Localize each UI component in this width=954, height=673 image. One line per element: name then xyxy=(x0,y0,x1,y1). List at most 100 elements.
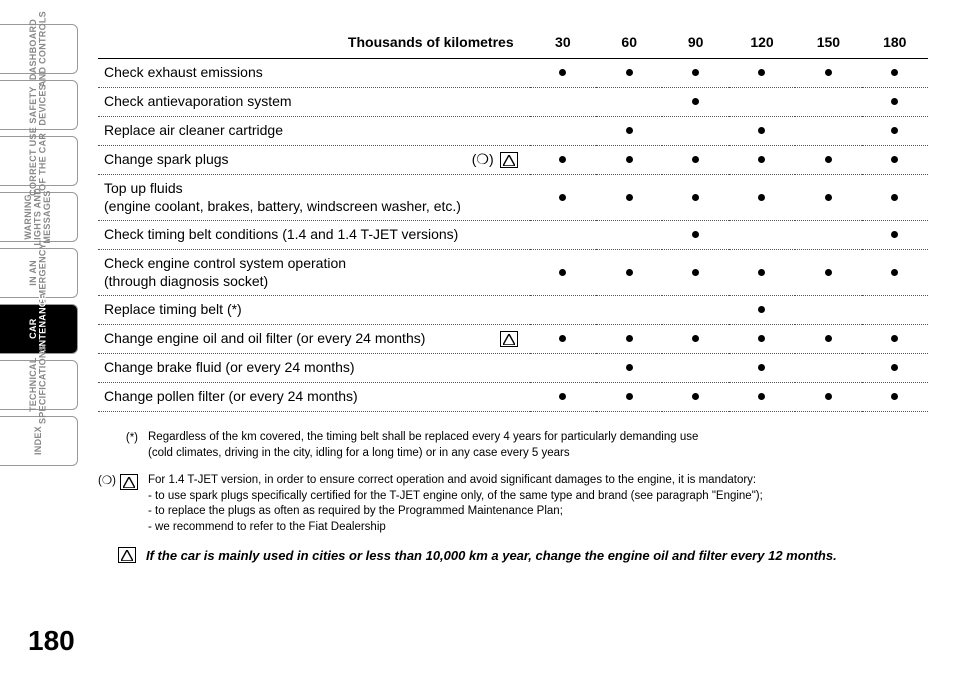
interval-cell xyxy=(729,296,795,325)
table-row: Change engine oil and oil filter (or eve… xyxy=(98,325,928,354)
interval-cell xyxy=(596,117,662,146)
row-description-cell: Replace air cleaner cartridge xyxy=(98,117,530,146)
sidebar-tab[interactable]: TECHNICAL SPECIFICATIONS xyxy=(0,360,78,410)
row-description: Replace timing belt (*) xyxy=(104,301,522,319)
km-column-header: 120 xyxy=(729,28,795,59)
interval-cell xyxy=(662,325,728,354)
interval-cell xyxy=(596,146,662,175)
dot-icon xyxy=(626,156,633,163)
row-description: Replace air cleaner cartridge xyxy=(104,122,522,140)
interval-cell xyxy=(862,146,928,175)
row-description: Check engine control system operation(th… xyxy=(104,255,522,290)
interval-cell xyxy=(530,117,596,146)
sidebar-tab-label: SAFETY DEVICES xyxy=(29,84,48,126)
interval-cell xyxy=(862,296,928,325)
table-row: Check antievaporation system xyxy=(98,88,928,117)
interval-cell xyxy=(795,296,861,325)
interval-cell xyxy=(862,88,928,117)
dot-icon xyxy=(559,269,566,276)
dot-icon xyxy=(825,69,832,76)
interval-cell xyxy=(596,325,662,354)
interval-cell xyxy=(729,88,795,117)
km-column-header: 180 xyxy=(862,28,928,59)
dot-icon xyxy=(626,393,633,400)
footnote-ring-marker: (❍) xyxy=(98,473,138,535)
footnote-ring-text: For 1.4 T-JET version, in order to ensur… xyxy=(148,473,928,535)
dot-icon xyxy=(758,306,765,313)
dot-icon xyxy=(692,194,699,201)
dot-icon xyxy=(559,335,566,342)
interval-cell xyxy=(862,175,928,221)
dot-icon xyxy=(692,269,699,276)
interval-cell xyxy=(530,175,596,221)
ring-item: to use spark plugs specifically certifie… xyxy=(148,489,928,505)
interval-cell xyxy=(530,250,596,296)
km-column-header: 60 xyxy=(596,28,662,59)
row-description-cell: Change engine oil and oil filter (or eve… xyxy=(98,325,530,354)
interval-cell xyxy=(729,175,795,221)
dot-icon xyxy=(758,127,765,134)
footnote-star: (*) Regardless of the km covered, the ti… xyxy=(98,430,928,461)
dot-icon xyxy=(559,194,566,201)
interval-cell xyxy=(596,354,662,383)
dot-icon xyxy=(758,69,765,76)
dot-icon xyxy=(692,393,699,400)
row-description-cell: Change spark plugs(❍) xyxy=(98,146,530,175)
maintenance-table: Thousands of kilometres 306090120150180 … xyxy=(98,28,928,412)
main-content: Thousands of kilometres 306090120150180 … xyxy=(98,28,928,565)
row-description: Change engine oil and oil filter (or eve… xyxy=(104,330,492,348)
dot-icon xyxy=(891,393,898,400)
table-row: Change brake fluid (or every 24 months) xyxy=(98,354,928,383)
row-description-cell: Top up fluids(engine coolant, brakes, ba… xyxy=(98,175,530,221)
dot-icon xyxy=(758,393,765,400)
dot-icon xyxy=(626,127,633,134)
dot-icon xyxy=(626,335,633,342)
interval-cell xyxy=(530,59,596,88)
row-icons: (❍) xyxy=(472,151,522,169)
interval-cell xyxy=(530,88,596,117)
interval-cell xyxy=(862,325,928,354)
dot-icon xyxy=(891,156,898,163)
row-description: Check timing belt conditions (1.4 and 1.… xyxy=(104,226,522,244)
interval-cell xyxy=(596,88,662,117)
interval-cell xyxy=(662,354,728,383)
interval-cell xyxy=(729,354,795,383)
interval-cell xyxy=(795,325,861,354)
row-icons xyxy=(500,331,522,347)
page-number: 180 xyxy=(28,625,75,657)
interval-cell xyxy=(662,59,728,88)
sidebar-tab-label: DASHBOARD AND CONTROLS xyxy=(29,11,48,87)
interval-cell xyxy=(596,296,662,325)
interval-cell xyxy=(795,221,861,250)
row-description-cell: Change brake fluid (or every 24 months) xyxy=(98,354,530,383)
sidebar-tab[interactable]: WARNING LIGHTS AND MESSAGES xyxy=(0,192,78,242)
interval-cell xyxy=(662,383,728,412)
dot-icon xyxy=(626,69,633,76)
dot-icon xyxy=(758,364,765,371)
table-row: Change pollen filter (or every 24 months… xyxy=(98,383,928,412)
interval-cell xyxy=(530,221,596,250)
interval-cell xyxy=(662,175,728,221)
sidebar-tab-label: TECHNICAL SPECIFICATIONS xyxy=(29,345,48,424)
dot-icon xyxy=(825,269,832,276)
dot-icon xyxy=(626,364,633,371)
interval-cell xyxy=(729,250,795,296)
interval-cell xyxy=(596,250,662,296)
sidebar-tab[interactable]: IN AN EMERGENCY xyxy=(0,248,78,298)
dot-icon xyxy=(891,69,898,76)
interval-cell xyxy=(530,354,596,383)
km-column-header: 150 xyxy=(795,28,861,59)
interval-cell xyxy=(729,117,795,146)
interval-cell xyxy=(729,325,795,354)
dot-icon xyxy=(692,156,699,163)
ring-lead: For 1.4 T-JET version, in order to ensur… xyxy=(148,473,928,489)
interval-cell xyxy=(662,146,728,175)
table-header-row: Thousands of kilometres 306090120150180 xyxy=(98,28,928,59)
sidebar-tab[interactable]: SAFETY DEVICES xyxy=(0,80,78,130)
dot-icon xyxy=(825,156,832,163)
dot-icon xyxy=(758,335,765,342)
table-row: Check exhaust emissions xyxy=(98,59,928,88)
sidebar-tab[interactable]: CORRECT USE OF THE CAR xyxy=(0,136,78,186)
interval-cell xyxy=(795,59,861,88)
sidebar-tab[interactable]: DASHBOARD AND CONTROLS xyxy=(0,24,78,74)
